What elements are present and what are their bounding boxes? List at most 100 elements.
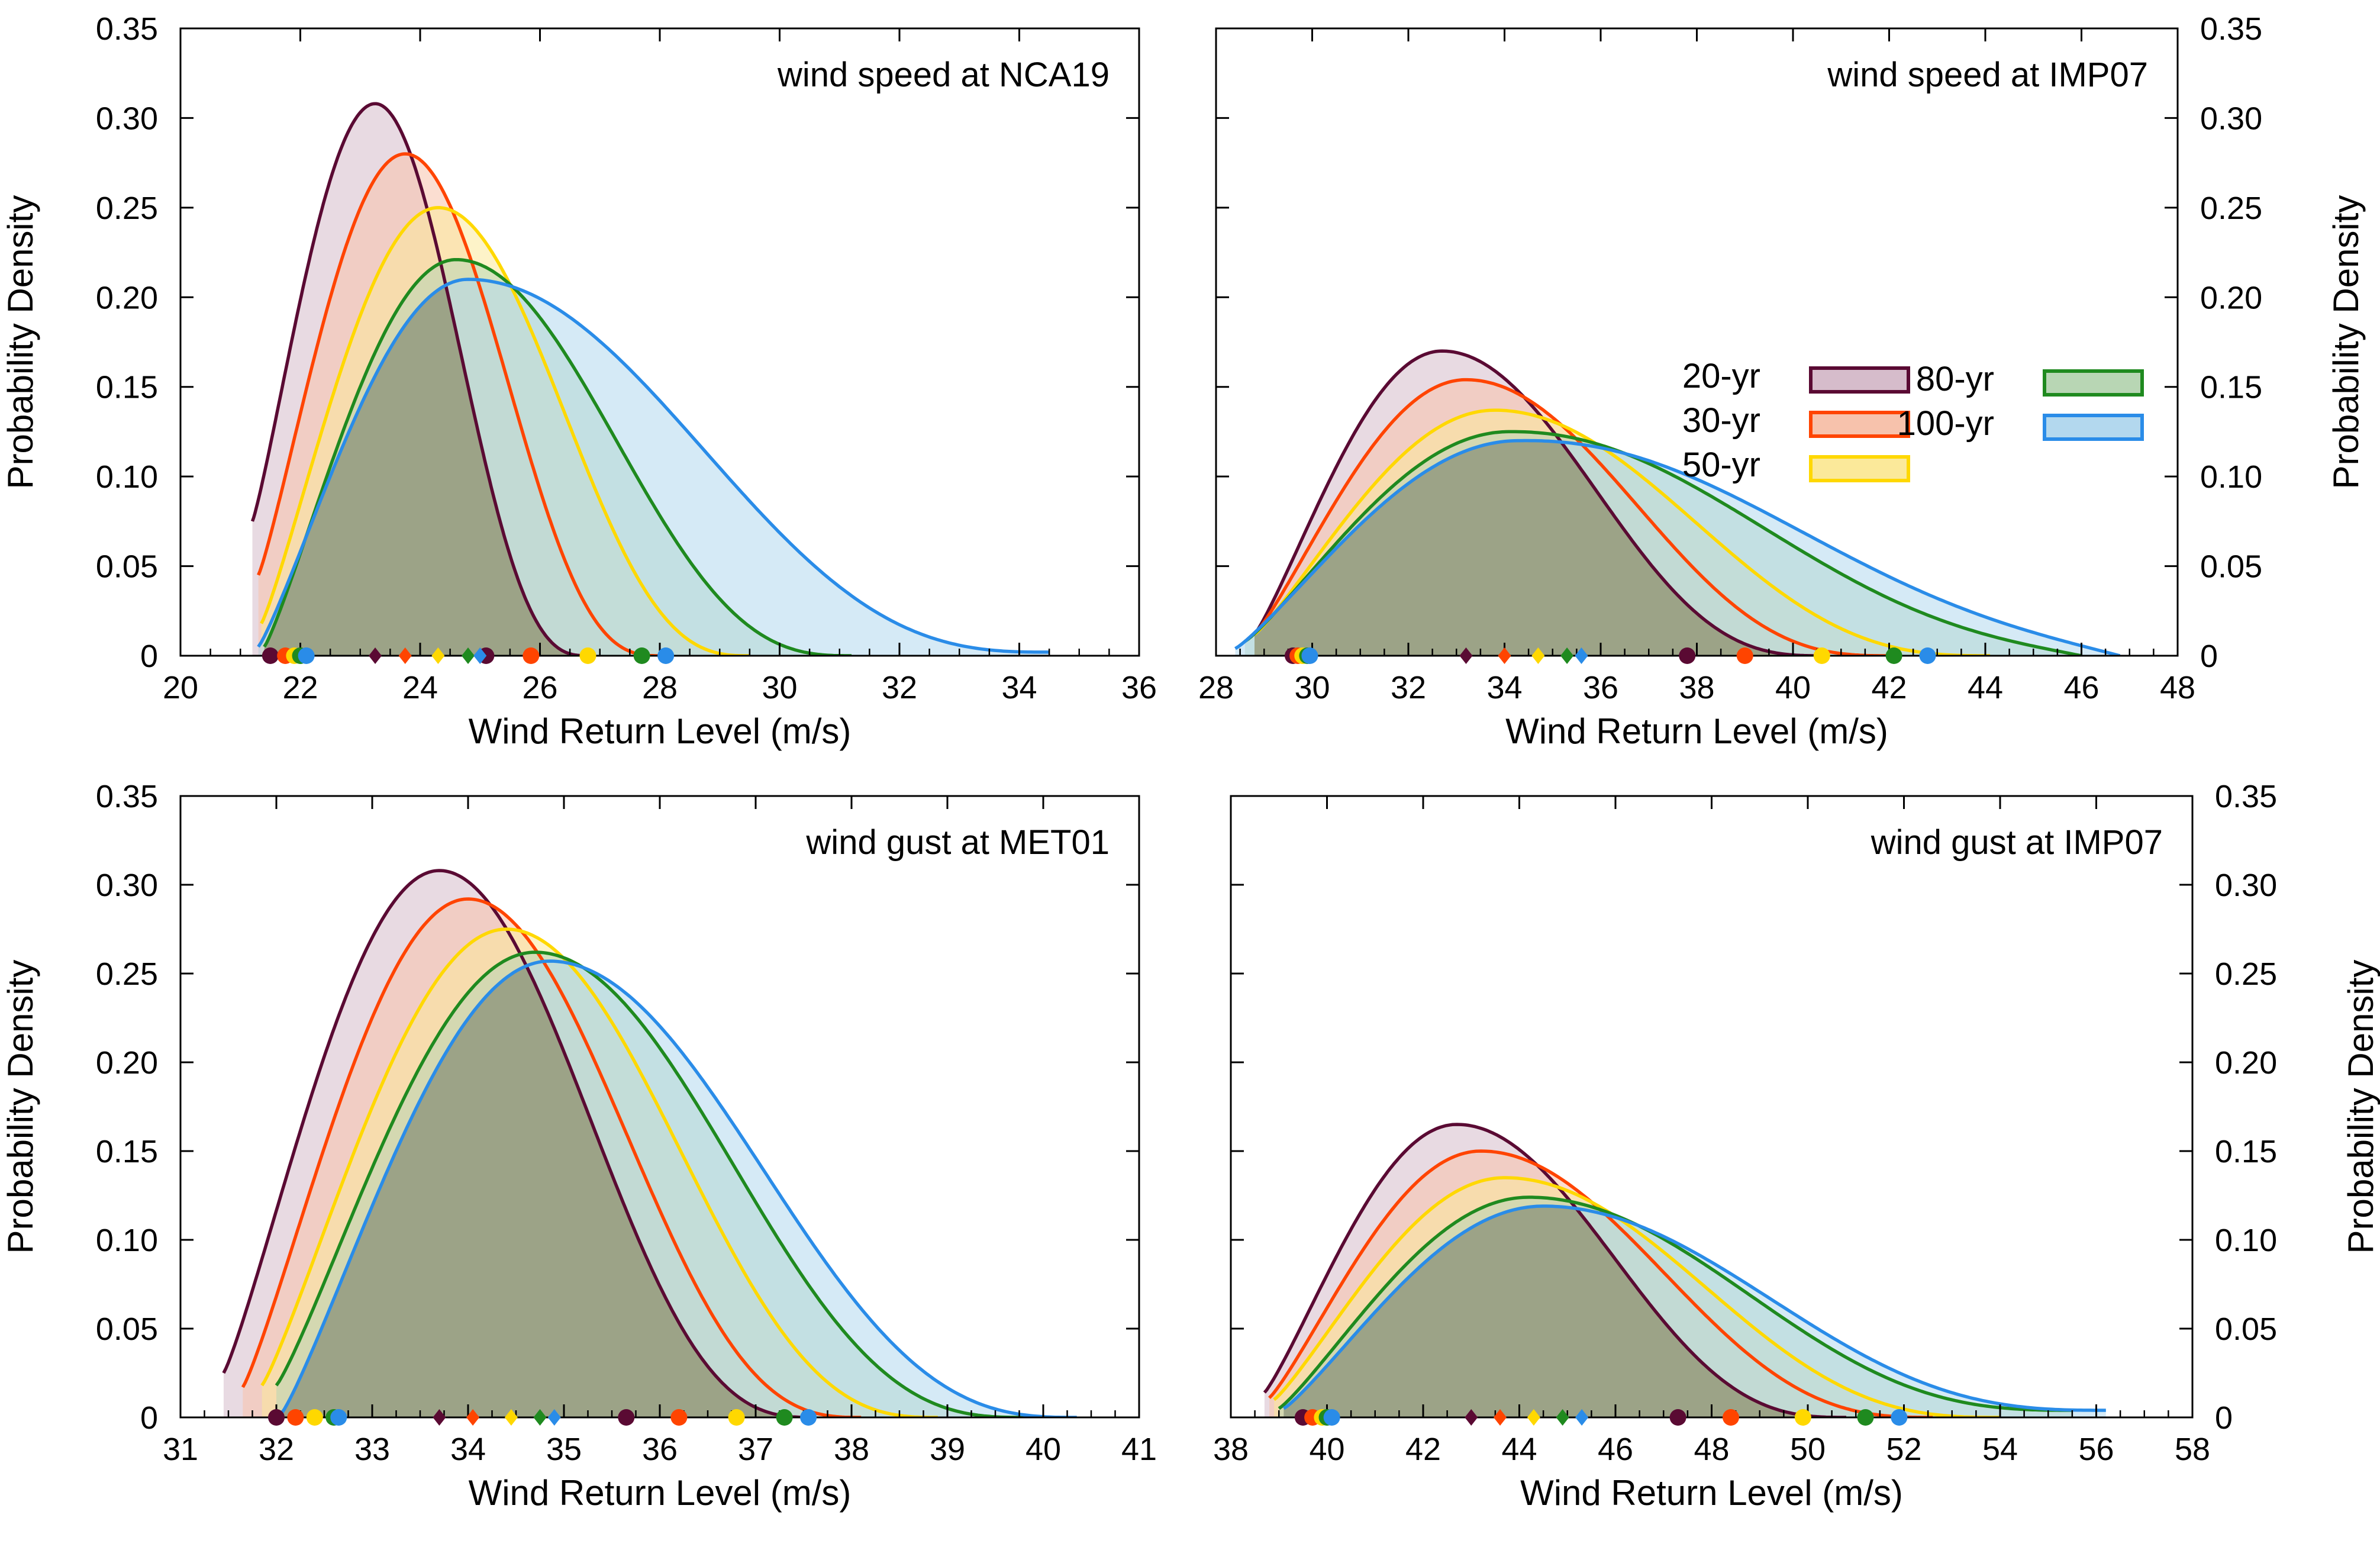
y-tick-label: 0.10 [96, 459, 158, 495]
y-tick-label: 0.15 [96, 370, 158, 405]
series-line-100-yr [279, 959, 1077, 1417]
x-tick-label: 35 [546, 1432, 582, 1467]
x-tick-label: 46 [2063, 670, 2099, 705]
series-line-20-yr [1263, 1123, 1846, 1417]
y-tick-label: 0.25 [96, 956, 158, 992]
x-tick-label: 37 [738, 1432, 773, 1467]
marker-circle-30-yr [1723, 1409, 1739, 1426]
legend-label-50-yr: 50-yr [1682, 446, 1760, 484]
y-tick-label: 0.20 [2215, 1045, 2277, 1081]
x-tick-label: 28 [1198, 670, 1234, 705]
y-tick-label: 0 [2200, 639, 2218, 674]
marker-diamond-80-yr [1560, 647, 1574, 664]
x-tick-label: 28 [642, 670, 678, 705]
y-tick-label: 0.35 [96, 11, 158, 47]
y-tick-label: 0.30 [2200, 101, 2262, 136]
panel-title: wind gust at IMP07 [1871, 823, 2163, 862]
series-line-50-yr [1253, 408, 1991, 656]
marker-circle-20-yr [268, 1409, 285, 1426]
x-tick-label: 32 [259, 1432, 294, 1467]
series-line-30-yr [241, 897, 862, 1417]
overlap-area [281, 966, 814, 1417]
legend-swatch-50-yr [1809, 455, 1910, 482]
series-line-20-yr [250, 102, 588, 656]
marker-circle-100-yr [657, 647, 675, 664]
plot-area [1234, 349, 2121, 656]
marker-circle-100-yr [1301, 647, 1318, 664]
marker-circle-100-yr [298, 647, 315, 664]
x-tick-label: 40 [1309, 1432, 1344, 1467]
series-line-30-yr [257, 152, 660, 656]
marker-circle-30-yr [523, 647, 540, 664]
x-tick-label: 44 [1968, 670, 2003, 705]
marker-circle-30-yr [1736, 647, 1753, 664]
series-line-50-yr [260, 927, 938, 1417]
y-tick-label: 0.35 [2215, 779, 2277, 814]
x-tick-label: 38 [1213, 1432, 1249, 1467]
marker-diamond-80-yr [533, 1409, 547, 1426]
marker-diamond-30-yr [1494, 1409, 1507, 1426]
y-tick-label: 0.15 [2215, 1134, 2277, 1169]
marker-diamond-20-yr [369, 647, 382, 664]
marker-diamond-50-yr [431, 647, 445, 664]
series-line-100-yr [1282, 1204, 2106, 1412]
series-line-100-yr [1234, 439, 2121, 656]
x-tick-label: 20 [163, 670, 198, 705]
legend-swatch-30-yr [1809, 411, 1910, 438]
y-tick-label: 0.05 [96, 549, 158, 585]
x-tick-label: 40 [1025, 1432, 1061, 1467]
x-tick-label: 30 [1294, 670, 1330, 705]
y-tick-label: 0.30 [96, 101, 158, 136]
x-axis-label: Wind Return Level (m/s) [1520, 1473, 1903, 1513]
y-tick-label: 0.30 [2215, 868, 2277, 903]
x-tick-label: 46 [1598, 1432, 1633, 1467]
overlap-area [264, 285, 588, 656]
x-tick-label: 30 [762, 670, 797, 705]
panel-title: wind speed at NCA19 [777, 56, 1110, 94]
marker-diamond-80-yr [1556, 1409, 1569, 1426]
series-line-20-yr [222, 869, 814, 1417]
marker-circle-100-yr [1919, 647, 1936, 664]
x-tick-label: 56 [2078, 1432, 2114, 1467]
legend-label-30-yr: 30-yr [1682, 401, 1760, 440]
x-tick-label: 26 [522, 670, 557, 705]
y-tick-label: 0.10 [2215, 1223, 2277, 1258]
marker-circle-20-yr [618, 1409, 635, 1426]
x-tick-label: 24 [402, 670, 438, 705]
marker-circle-20-yr [1679, 647, 1696, 664]
marker-circle-50-yr [1794, 1409, 1811, 1426]
y-tick-label: 0.20 [96, 1045, 158, 1081]
x-tick-label: 34 [1486, 670, 1522, 705]
marker-diamond-80-yr [462, 647, 475, 664]
x-tick-label: 33 [354, 1432, 390, 1467]
panel-title: wind gust at MET01 [805, 823, 1110, 862]
legend-label-100-yr: 100-yr [1897, 404, 1994, 443]
series-line-30-yr [1253, 378, 1889, 656]
x-tick-label: 42 [1871, 670, 1907, 705]
marker-diamond-50-yr [504, 1409, 518, 1426]
x-tick-label: 32 [882, 670, 917, 705]
marker-circle-20-yr [262, 647, 279, 664]
legend-swatch-20-yr [1809, 366, 1910, 394]
y-tick-label: 0.10 [2200, 459, 2262, 495]
x-tick-label: 34 [1001, 670, 1037, 705]
marker-diamond-100-yr [1575, 1409, 1589, 1426]
x-tick-label: 36 [642, 1432, 678, 1467]
y-tick-label: 0.20 [2200, 280, 2262, 315]
x-tick-label: 36 [1121, 670, 1157, 705]
marker-circle-80-yr [1885, 647, 1902, 664]
y-axis-label: Probability Density [2341, 960, 2380, 1254]
x-axis-label: Wind Return Level (m/s) [469, 1473, 852, 1513]
marker-diamond-100-yr [547, 1409, 561, 1426]
x-tick-label: 34 [450, 1432, 486, 1467]
x-tick-label: 38 [1679, 670, 1714, 705]
y-tick-label: 0.20 [96, 280, 158, 315]
y-axis-label: Probability Density [2326, 195, 2366, 489]
legend: 20-yr 30-yr 50-yr 80-yr 100-yr [1682, 357, 2144, 484]
legend-label-80-yr: 80-yr [1916, 360, 1994, 398]
x-tick-label: 50 [1790, 1432, 1826, 1467]
legend-swatch-100-yr [2043, 414, 2144, 441]
marker-circle-100-yr [1323, 1409, 1340, 1426]
marker-circle-30-yr [287, 1409, 304, 1426]
